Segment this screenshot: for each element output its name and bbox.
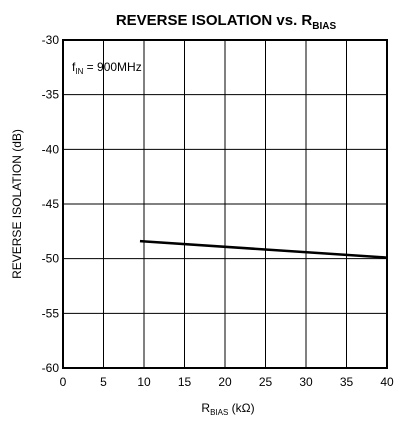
x-tick-label: 20: [218, 375, 232, 389]
plot-frame: [62, 39, 388, 369]
chart-title-subscript: BIAS: [312, 21, 336, 32]
x-tick-label: 15: [178, 375, 192, 389]
x-tick-label: 30: [299, 375, 313, 389]
chart-title: REVERSE ISOLATION vs. RBIAS: [116, 12, 337, 32]
x-tick-label: 10: [137, 375, 151, 389]
x-axis-label: RBIAS (kΩ): [201, 401, 254, 417]
series-layer: [139, 239, 388, 259]
x-tick-label: 35: [340, 375, 354, 389]
y-tick-label: -55: [42, 306, 60, 320]
y-tick-label: -60: [42, 361, 60, 375]
x-tick-label: 25: [259, 375, 273, 389]
x-tick-label: 40: [380, 375, 394, 389]
y-tick-label: -35: [42, 88, 60, 102]
frequency-annotation: fIN = 900MHz: [72, 60, 142, 76]
series-line: [139, 239, 388, 259]
x-tick-labels: 0 5 10 15 20 25 30 35 40: [60, 375, 394, 389]
y-tick-label: -30: [42, 33, 60, 47]
grid: [62, 39, 388, 369]
x-tick-label: 0: [60, 375, 67, 389]
x-tick-label: 5: [100, 375, 107, 389]
chart-title-main: REVERSE ISOLATION vs. R: [116, 12, 313, 29]
y-tick-label: -45: [42, 197, 60, 211]
y-tick-label: -40: [42, 142, 60, 156]
y-axis-label: REVERSE ISOLATION (dB): [10, 129, 24, 279]
y-tick-label: -50: [42, 252, 60, 266]
y-tick-labels: -30 -35 -40 -45 -50 -55 -60: [42, 33, 60, 375]
